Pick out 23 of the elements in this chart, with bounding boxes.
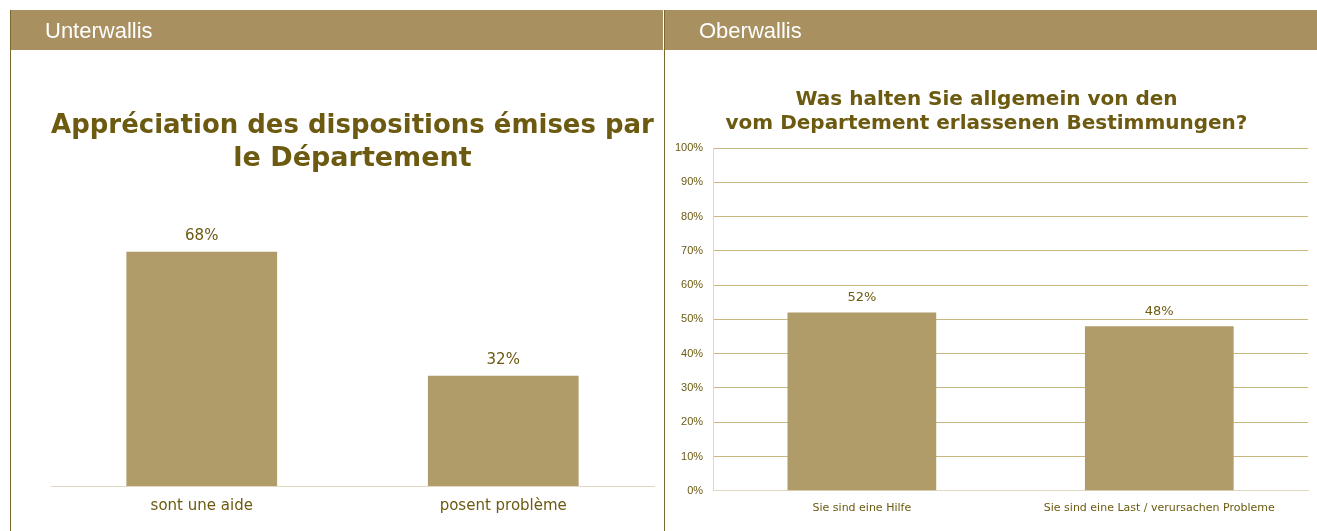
y-tick-label: 20% [681,415,704,428]
chart-title: Was halten Sie allgemein von den vom Departement erlassenen Bestimmungen? [725,86,1248,135]
chart-title: Appréciation des dispositions émises par le Département [51,107,654,172]
y-tick-label: 90% [681,175,704,188]
chart-subtitle: Unterwallis [11,10,664,50]
chart-subtitle: Oberwallis [665,10,1317,50]
y-tick-label: 0% [687,483,704,496]
x-tick-label: posent problème [439,495,567,514]
y-tick-label: 80% [681,209,704,222]
y-tick-label: 40% [681,346,704,359]
y-tick-label: 30% [681,380,704,393]
data-label: 48% [1144,303,1174,319]
x-tick-label: sont une aide [150,495,253,514]
data-label: 52% [847,289,877,305]
x-tick-label: Sie sind eine Hilfe [812,501,912,515]
data-label: 68% [185,226,219,245]
y-tick-label: 10% [681,449,704,462]
y-tick-label: 50% [681,312,704,325]
y-tick-label: 100% [674,141,704,154]
data-label: 32% [486,350,520,369]
x-tick-label: Sie sind eine Last / verursachen Probleme [1043,501,1275,515]
y-tick-label: 70% [681,243,704,256]
y-tick-label: 60% [681,278,704,291]
